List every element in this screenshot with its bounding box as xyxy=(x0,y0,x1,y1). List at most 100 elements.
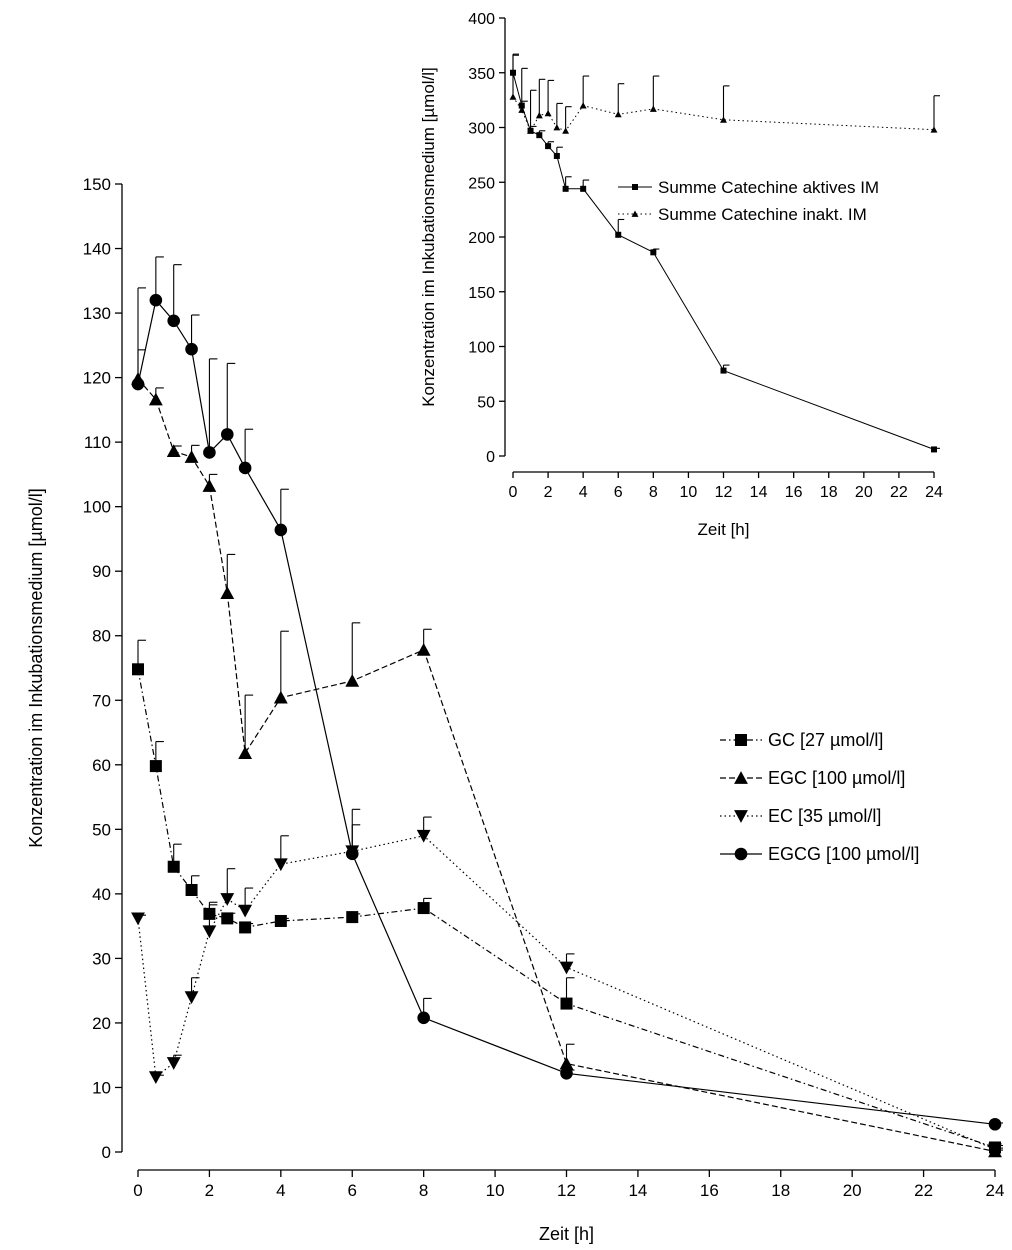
y-tick-label: 130 xyxy=(83,304,111,323)
series-line xyxy=(137,378,996,1152)
data-point xyxy=(536,132,543,139)
data-point xyxy=(346,911,359,924)
series-line xyxy=(137,669,996,1149)
y-tick-label: 20 xyxy=(92,1014,111,1033)
data-point xyxy=(220,586,235,600)
y-tick-label: 140 xyxy=(83,240,111,259)
data-point xyxy=(720,367,727,374)
data-point xyxy=(273,690,288,704)
legend-label: Summe Catechine inakt. IM xyxy=(658,205,867,224)
x-tick-label: 4 xyxy=(579,484,588,501)
x-tick-label: 2 xyxy=(544,484,553,501)
x-tick-label: 12 xyxy=(715,484,733,501)
y-tick-label: 250 xyxy=(468,175,495,192)
data-point xyxy=(562,185,569,192)
legend-marker xyxy=(734,771,748,784)
data-point xyxy=(184,991,199,1005)
y-tick-label: 80 xyxy=(92,627,111,646)
y-tick-label: 200 xyxy=(468,230,495,247)
x-tick-label: 8 xyxy=(419,1181,428,1200)
data-point xyxy=(132,663,144,676)
data-point xyxy=(149,293,163,307)
data-point xyxy=(185,342,198,356)
data-point xyxy=(202,479,217,492)
data-point xyxy=(649,105,657,112)
x-tick-label: 10 xyxy=(680,484,698,501)
legend-label: Summe Catechine aktives IM xyxy=(658,178,879,197)
x-tick-label: 20 xyxy=(855,484,873,501)
data-point xyxy=(166,444,181,458)
data-point xyxy=(220,428,234,441)
series xyxy=(510,53,940,453)
data-point xyxy=(417,1011,430,1025)
data-point xyxy=(545,143,552,150)
legend-label: EGC [100 µmol/l] xyxy=(768,768,905,788)
data-point xyxy=(650,249,657,256)
y-tick-label: 0 xyxy=(486,449,495,466)
axes xyxy=(115,183,996,1177)
data-point xyxy=(988,1117,1002,1131)
data-point xyxy=(562,127,570,134)
y-tick-label: 300 xyxy=(468,121,495,138)
data-point xyxy=(416,643,431,656)
y-tick-label: 60 xyxy=(92,756,111,775)
data-point xyxy=(560,1066,573,1080)
x-tick-label: 22 xyxy=(914,1181,933,1200)
y-tick-label: 150 xyxy=(83,175,111,194)
x-tick-label: 14 xyxy=(628,1181,647,1200)
data-point xyxy=(345,674,360,687)
x-tick-label: 6 xyxy=(348,1181,357,1200)
x-tick-label: 8 xyxy=(649,484,658,501)
data-point xyxy=(221,912,234,925)
data-point xyxy=(553,124,561,131)
y-tick-label: 110 xyxy=(84,433,111,452)
legend-entry: EGC [100 µmol/l] xyxy=(720,768,905,788)
x-tick-label: 24 xyxy=(925,484,943,501)
y-tick-label: 400 xyxy=(468,11,495,28)
series-line xyxy=(512,96,935,132)
data-point xyxy=(185,883,198,896)
legend-marker xyxy=(631,210,639,217)
legend-entry: Summe Catechine inakt. IM xyxy=(618,205,867,224)
data-point xyxy=(238,461,252,475)
x-tick-label: 24 xyxy=(986,1181,1005,1200)
data-point xyxy=(167,860,180,873)
data-point xyxy=(580,185,587,192)
data-point xyxy=(535,112,543,119)
data-point xyxy=(579,102,587,109)
data-point xyxy=(131,912,145,926)
data-point xyxy=(345,847,359,861)
data-point xyxy=(559,1056,574,1070)
legend-entry: EGCG [100 µmol/l] xyxy=(720,844,919,864)
data-point xyxy=(167,314,181,328)
legend-label: EC [35 µmol/l] xyxy=(768,806,881,826)
data-point xyxy=(509,93,517,100)
data-point xyxy=(553,152,560,159)
y-tick-label: 70 xyxy=(92,691,111,710)
x-tick-label: 2 xyxy=(205,1181,214,1200)
y-axis-title: Konzentration im Inkubationsmedium [µmol… xyxy=(419,67,438,407)
legend-marker xyxy=(734,810,748,823)
y-tick-label: 0 xyxy=(102,1143,111,1162)
legend-entry: EC [35 µmol/l] xyxy=(720,806,881,826)
axes xyxy=(499,17,935,478)
data-point xyxy=(417,902,430,915)
x-tick-label: 0 xyxy=(133,1181,142,1200)
x-tick-label: 14 xyxy=(750,484,768,501)
x-tick-label: 10 xyxy=(486,1181,505,1200)
y-tick-label: 50 xyxy=(92,820,111,839)
data-point xyxy=(149,760,162,773)
legend-marker xyxy=(735,734,747,746)
data-point xyxy=(518,106,526,113)
data-point xyxy=(416,829,431,843)
y-tick-label: 40 xyxy=(92,885,111,904)
y-tick-label: 30 xyxy=(92,949,111,968)
data-point xyxy=(560,997,573,1010)
y-tick-label: 50 xyxy=(477,394,495,411)
x-tick-label: 18 xyxy=(820,484,838,501)
x-tick-label: 12 xyxy=(557,1181,576,1200)
y-tick-label: 10 xyxy=(92,1078,111,1097)
x-tick-label: 6 xyxy=(614,484,623,501)
